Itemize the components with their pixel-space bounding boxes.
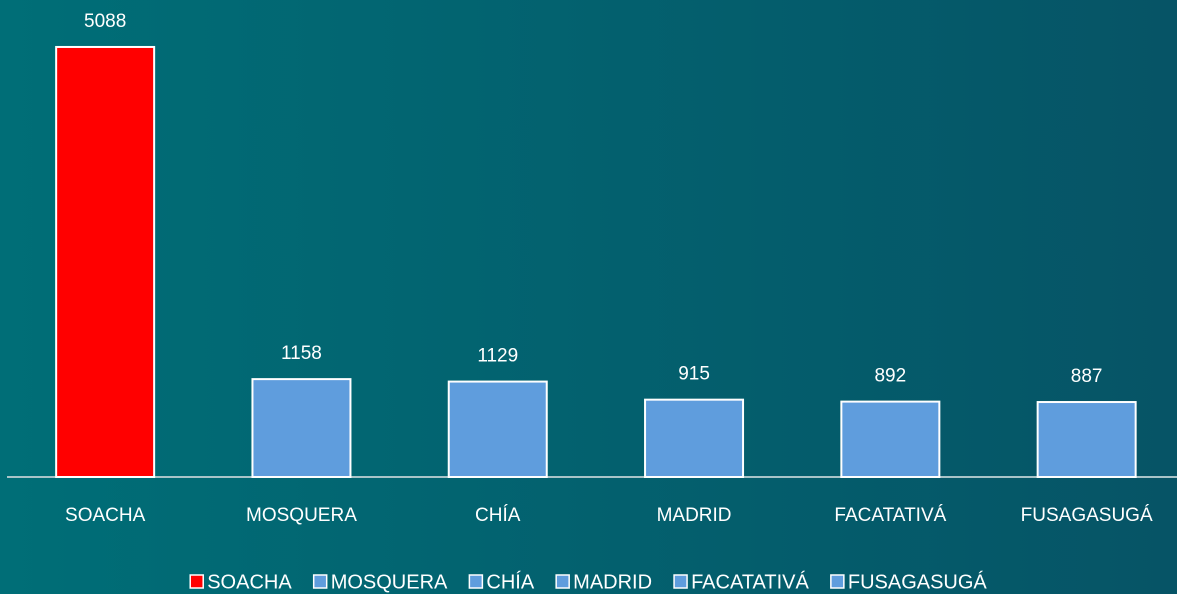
bar (55, 45, 156, 478)
data-label: 887 (1071, 366, 1103, 387)
data-label: 1158 (281, 343, 322, 364)
data-label: 915 (678, 364, 710, 385)
legend-swatch (555, 574, 570, 589)
legend-label: FUSAGASUGÁ (848, 570, 988, 593)
legend-label: CHÍA (486, 570, 534, 593)
x-tick-label: SOACHA (65, 505, 146, 526)
legend-swatch (312, 574, 328, 589)
legend-label: FACATATIVÁ (691, 570, 809, 593)
legend-swatch (468, 574, 484, 589)
x-tick-label: FACATATIVÁ (834, 505, 946, 526)
bar (447, 380, 548, 478)
bar (251, 378, 352, 479)
legend-swatch (189, 574, 204, 589)
data-label: 892 (874, 366, 906, 387)
legend-label: MOSQUERA (331, 571, 448, 593)
x-tick-label: MOSQUERA (246, 505, 357, 526)
x-tick-label: MADRID (657, 505, 732, 526)
legend-swatch (830, 574, 845, 589)
legend-swatch (673, 574, 688, 589)
legend-label: SOACHA (207, 571, 292, 593)
legend-label: MADRID (573, 571, 652, 593)
data-label: 1129 (477, 346, 518, 367)
bar (644, 398, 745, 479)
bar (1036, 401, 1137, 478)
data-label: 5088 (84, 11, 126, 32)
x-tick-label: CHÍA (475, 505, 521, 526)
bar (840, 400, 941, 479)
x-tick-label: FUSAGASUGÁ (1021, 505, 1153, 526)
